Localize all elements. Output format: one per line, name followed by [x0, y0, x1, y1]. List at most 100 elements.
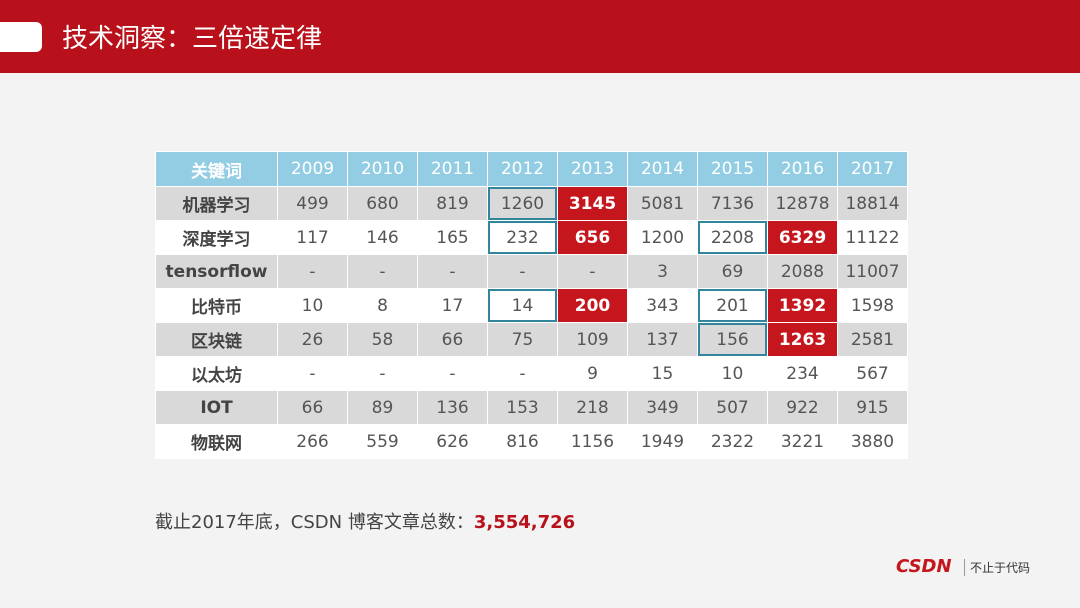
table-cell: 507	[697, 390, 768, 425]
header-tab	[0, 22, 42, 52]
table-cell: -	[347, 254, 418, 289]
table-cell: 69	[697, 254, 768, 289]
table-cell: 266	[277, 424, 348, 459]
table-cell: 1949	[627, 424, 698, 459]
table-cell: 499	[277, 186, 348, 221]
column-header: 2011	[417, 151, 488, 187]
footnote: 截止2017年底，CSDN 博客文章总数：3,554,726	[155, 508, 575, 534]
table-row: tensorflow - - - - -3 69 2088 11007	[155, 254, 908, 289]
table-cell: -	[487, 356, 558, 391]
table-cell: 58	[347, 322, 418, 357]
row-label: 机器学习	[155, 186, 278, 221]
table-cell: -	[417, 254, 488, 289]
footnote-text: 截止2017年底，CSDN 博客文章总数：	[155, 512, 474, 533]
table-cell: 200	[557, 288, 628, 323]
table-cell: 9	[557, 356, 628, 391]
table-cell: 136	[417, 390, 488, 425]
table-cell: 343	[627, 288, 698, 323]
table-cell: 2322	[697, 424, 768, 459]
row-label: 深度学习	[155, 220, 278, 255]
table-row: 物联网 266 559 626 816 1156 1949 2322 3221 3880	[155, 424, 908, 459]
table-cell: 66	[417, 322, 488, 357]
table-cell: 1260	[487, 186, 558, 221]
table-cell: 10	[277, 288, 348, 323]
table-cell: 8	[347, 288, 418, 323]
footnote-total: 3,554,726	[473, 512, 576, 533]
table-cell: -	[277, 356, 348, 391]
table-cell: 656	[557, 220, 628, 255]
table-row: IOT 66 89 136 153 218 349 507 922 915	[155, 390, 908, 425]
table-cell: 1200	[627, 220, 698, 255]
table-cell: 117	[277, 220, 348, 255]
table-cell: 75	[487, 322, 558, 357]
table-cell: 26	[277, 322, 348, 357]
table-cell: 232	[487, 220, 558, 255]
table-cell: 165	[417, 220, 488, 255]
table-cell: 349	[627, 390, 698, 425]
table-cell: 2581	[837, 322, 908, 357]
table-cell: -	[347, 356, 418, 391]
table-cell: 3221	[767, 424, 838, 459]
table-cell: 89	[347, 390, 418, 425]
table-cell: 2088	[767, 254, 838, 289]
table-row: 区块链 26 58 66 75 109 137 156 1263 2581	[155, 322, 908, 357]
table-cell: 11007	[837, 254, 908, 289]
table-cell: 1392	[767, 288, 838, 323]
table-cell: 626	[417, 424, 488, 459]
table-cell: 12878	[767, 186, 838, 221]
table-cell: 218	[557, 390, 628, 425]
table-cell: 3	[627, 254, 698, 289]
table-cell: 14	[487, 288, 558, 323]
row-label: 比特币	[155, 288, 278, 323]
column-header: 2017	[837, 151, 908, 187]
header-bar	[0, 0, 1080, 73]
table-cell: -	[557, 254, 628, 289]
table-cell: -	[417, 356, 488, 391]
table-cell: 17	[417, 288, 488, 323]
table-cell: 1156	[557, 424, 628, 459]
column-header: 2010	[347, 151, 418, 187]
table-cell: 109	[557, 322, 628, 357]
logo-slogan: 不止于代码	[964, 559, 1030, 576]
table-cell: 66	[277, 390, 348, 425]
keyword-table: 关键词 2009 2010 2011 2012 2013 2014 2015 2016 2017 机…	[155, 151, 908, 459]
table-cell: 819	[417, 186, 488, 221]
table-cell: 15	[627, 356, 698, 391]
table-cell: 1598	[837, 288, 908, 323]
row-label: IOT	[155, 390, 278, 425]
table-cell: 816	[487, 424, 558, 459]
table-cell: 3880	[837, 424, 908, 459]
table-cell: 156	[697, 322, 768, 357]
column-header: 2012	[487, 151, 558, 187]
column-header: 2013	[557, 151, 628, 187]
table-cell: 1263	[767, 322, 838, 357]
table-cell: 567	[837, 356, 908, 391]
table-cell: 2208	[697, 220, 768, 255]
table-cell: 11122	[837, 220, 908, 255]
table-cell: 5081	[627, 186, 698, 221]
table-cell: -	[277, 254, 348, 289]
table-cell: 201	[697, 288, 768, 323]
table-cell: 146	[347, 220, 418, 255]
row-label: tensorflow	[155, 254, 278, 289]
table-cell: 153	[487, 390, 558, 425]
table-row: 机器学习 499 680 819 1260 3145 5081 7136 12878 18814	[155, 186, 908, 221]
table-cell: 7136	[697, 186, 768, 221]
table-cell: 915	[837, 390, 908, 425]
row-label: 物联网	[155, 424, 278, 459]
table-cell: 559	[347, 424, 418, 459]
table-cell: 10	[697, 356, 768, 391]
column-header: 2014	[627, 151, 698, 187]
column-header: 2016	[767, 151, 838, 187]
table-cell: 922	[767, 390, 838, 425]
column-header: 关键词	[155, 151, 278, 187]
row-label: 以太坊	[155, 356, 278, 391]
column-header: 2009	[277, 151, 348, 187]
table-row: 深度学习 117 146 165 232 656 1200 2208 6329 11122	[155, 220, 908, 255]
table-cell: 137	[627, 322, 698, 357]
slide-title: 技术洞察：三倍速定律	[62, 24, 323, 54]
table-cell: 680	[347, 186, 418, 221]
table-cell: 6329	[767, 220, 838, 255]
row-label: 区块链	[155, 322, 278, 357]
